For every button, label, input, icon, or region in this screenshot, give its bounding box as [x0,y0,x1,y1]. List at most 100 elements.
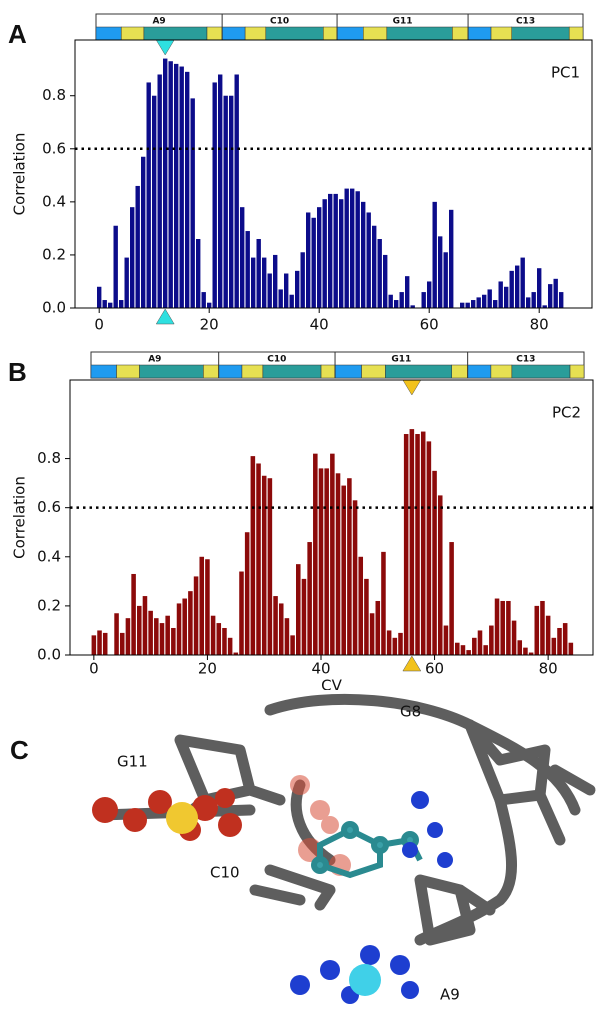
bar [182,599,187,655]
sequence-block [207,27,222,40]
bar [307,542,312,655]
bar [279,603,284,655]
sequence-block [452,365,468,378]
y-tick-label: 0.2 [37,596,61,614]
bar [400,292,404,308]
sequence-block [140,365,204,378]
bar [500,601,505,655]
bar [251,258,255,308]
sequence-block [121,27,144,40]
bar [169,61,173,308]
bar [341,486,346,655]
bar [323,199,327,308]
bar [361,202,365,308]
y-tick-label: 0.6 [42,139,66,157]
bar [256,463,261,655]
bar [191,98,195,308]
y-axis-label: Correlation [11,133,29,216]
sequence-block [96,27,121,40]
bar [279,289,283,308]
sequence-block [323,27,337,40]
y-tick-label: 0.2 [42,245,66,263]
bar [540,601,545,655]
bar [506,601,511,655]
bar [262,476,267,655]
bar [202,292,206,308]
bar [466,650,471,655]
bar [376,601,381,655]
cyan-atom [349,964,381,996]
bar [147,82,151,308]
panel-letter: C [10,735,29,765]
bar [114,613,119,655]
bar [521,258,525,308]
sequence-block [91,365,117,378]
residue-label: G8 [400,703,421,721]
bar [141,157,145,308]
bar [504,287,508,308]
bar [177,603,182,655]
bar [427,441,432,655]
bar [120,633,125,655]
figure: A9C10G11C13A0.00.20.40.60.8020406080Corr… [0,0,609,1014]
bar [235,74,239,308]
bar [165,616,170,655]
bar [455,643,460,655]
sequence-block [570,365,584,378]
bar [526,297,530,308]
bar [257,239,261,308]
sequence-block [242,365,263,378]
y-tick-label: 0.6 [37,498,61,516]
sequence-block [263,365,321,378]
bar [499,281,503,308]
bar [296,564,301,655]
bar [317,207,321,308]
bar [273,596,278,655]
bar [185,72,189,308]
bar [510,271,514,308]
bar [188,591,193,655]
bar [302,579,307,655]
marker-top [403,380,421,395]
sequence-block [512,27,569,40]
bar [495,599,500,655]
bar [471,300,475,308]
bar [378,239,382,308]
sequence-label: A9 [152,17,165,27]
bar [370,613,375,655]
bar [103,633,108,655]
sequence-block [222,27,245,40]
bar [205,559,210,655]
bar [218,74,222,308]
bar [92,635,97,655]
bar [180,67,184,308]
sequence-block [363,27,387,40]
bar [427,281,431,308]
bar [552,638,557,655]
bar [306,212,310,308]
sequence-block [337,27,363,40]
bar [358,557,363,655]
bar [548,284,552,308]
bar [515,266,519,308]
y-tick-label: 0.0 [37,646,61,664]
panel-letter: A [8,19,27,49]
x-tick-label: 0 [89,660,99,678]
sequence-block [512,365,570,378]
bar [130,207,134,308]
bar [251,456,256,655]
bar [301,252,305,308]
bar [108,303,112,308]
bar [460,303,464,308]
residue-label: C10 [210,864,240,882]
bar [345,189,349,308]
sequence-block [468,27,491,40]
bar [394,300,398,308]
charts: A9C10G11C13A0.00.20.40.60.8020406080Corr… [0,0,609,690]
x-tick-label: 40 [311,660,330,678]
bar [131,574,136,655]
bar [444,252,448,308]
bar [372,226,376,308]
bar [319,468,324,655]
bar [554,279,558,308]
